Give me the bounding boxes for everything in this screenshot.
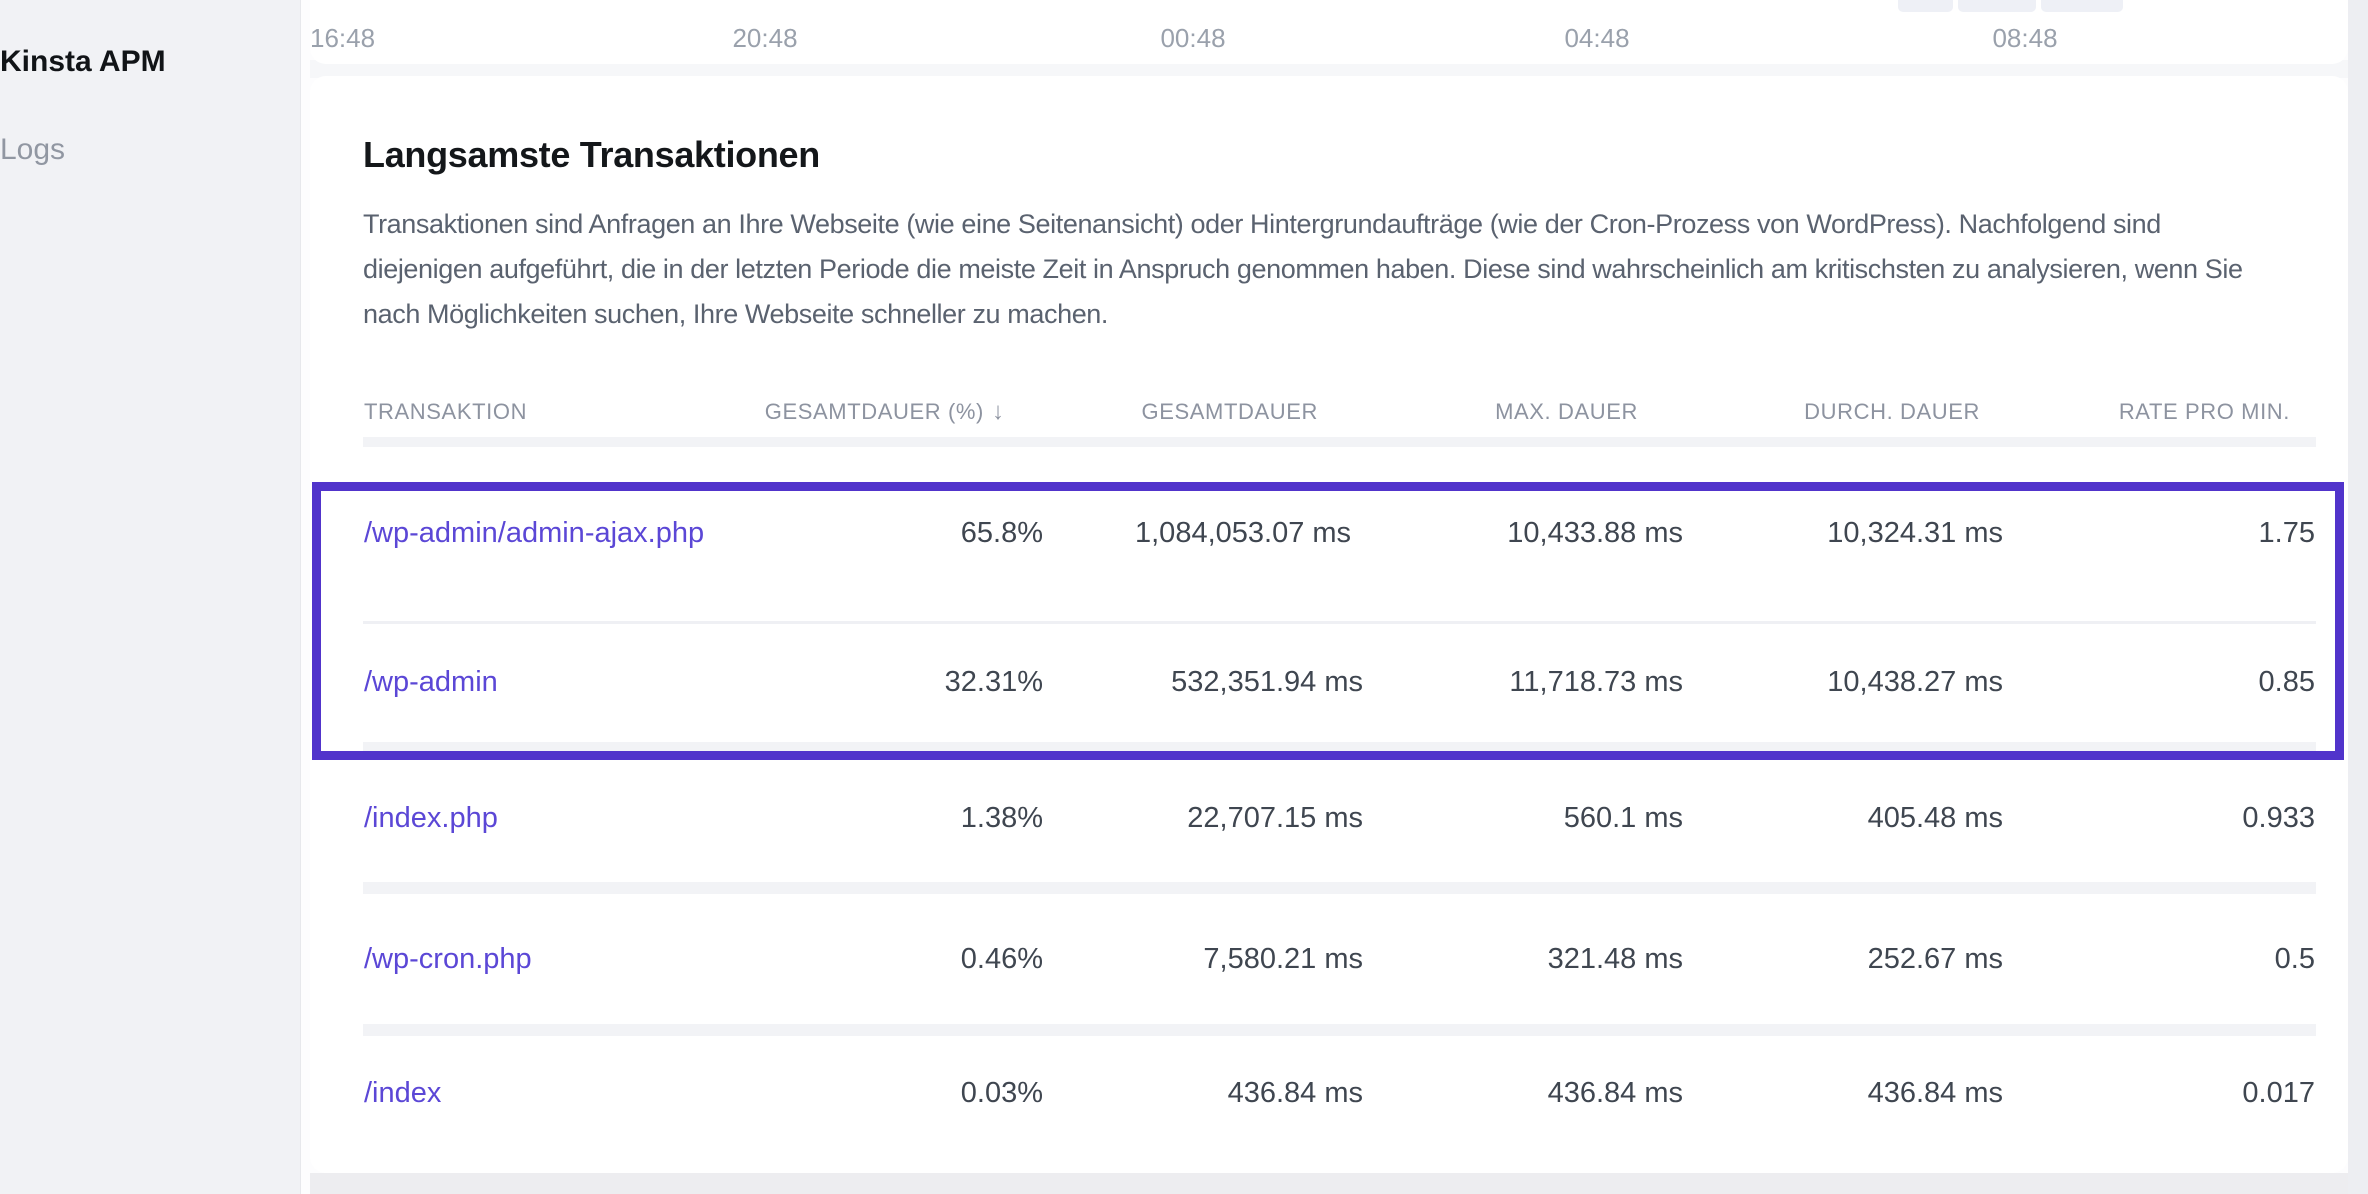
transaction-link[interactable]: /wp-admin — [364, 666, 498, 699]
bottom-cut-band — [310, 1173, 2348, 1194]
card-gap — [310, 60, 2348, 78]
rate-cell: 0.017 — [2242, 1076, 2315, 1109]
avg-duration-cell: 10,324.31 ms — [1827, 517, 2003, 550]
time-tick: 16:48 — [310, 23, 376, 53]
total-pct-cell: 32.31% — [944, 666, 1043, 699]
transaction-link[interactable]: /index.php — [364, 801, 498, 834]
avg-duration-cell: 252.67 ms — [1867, 942, 2003, 975]
time-tick: 20:48 — [732, 23, 798, 53]
section-description: Transaktionen sind Anfragen an Ihre Webs… — [363, 209, 2243, 329]
time-range-button[interactable] — [1898, 0, 1953, 12]
rate-cell: 0.85 — [2258, 666, 2315, 699]
total-pct-cell: 0.03% — [960, 1076, 1043, 1109]
col-header-rate[interactable]: RATE PRO MIN. — [2004, 387, 2316, 447]
transaction-link[interactable]: /wp-admin/admin-ajax.php — [364, 517, 705, 550]
table-header-row: TRANSAKTION GESAMTDAUER (%) ↓ GESAMTDAUER… — [363, 387, 2316, 447]
table-row: /wp-admin/admin-ajax.php 65.8% 1,084,053… — [363, 442, 2316, 622]
chart-card: 16:48 20:48 00:48 04:48 08:48 — [310, 0, 2348, 64]
sidebar-item-logs[interactable]: Logs — [0, 133, 66, 166]
max-duration-cell: 436.84 ms — [1547, 1076, 1683, 1109]
total-duration-cell: 1,084,053.07 ms — [1135, 517, 1352, 550]
time-range-button[interactable] — [1958, 0, 2036, 12]
total-pct-cell: 0.46% — [960, 942, 1043, 975]
col-header-max[interactable]: MAX. DAUER — [1364, 387, 1684, 447]
col-header-total-pct-label: GESAMTDAUER (%) — [764, 399, 984, 424]
max-duration-cell: 10,433.88 ms — [1507, 517, 1683, 550]
total-duration-cell: 436.84 ms — [1227, 1076, 1363, 1109]
main-content: 16:48 20:48 00:48 04:48 08:48 Langsamste… — [301, 0, 2368, 1194]
col-header-avg[interactable]: DURCH. DAUER — [1684, 387, 2004, 447]
time-tick: 00:48 — [1160, 23, 1226, 53]
time-tick: 04:48 — [1564, 23, 1630, 53]
transactions-table: TRANSAKTION GESAMTDAUER (%) ↓ GESAMTDAUER… — [363, 387, 2316, 1150]
max-duration-cell: 11,718.73 ms — [1509, 666, 1683, 699]
sidebar-item-kinsta-apm[interactable]: Kinsta APM — [0, 45, 166, 78]
time-range-button[interactable] — [2041, 0, 2123, 12]
avg-duration-cell: 436.84 ms — [1867, 1076, 2003, 1109]
table-row: /index.php 1.38% 22,707.15 ms 560.1 ms 4… — [363, 748, 2316, 888]
sidebar: Kinsta APM Logs — [0, 0, 301, 1194]
section-title: Langsamste Transaktionen — [363, 134, 820, 175]
total-duration-cell: 22,707.15 ms — [1187, 801, 1363, 834]
rate-cell: 0.933 — [2242, 801, 2315, 834]
avg-duration-cell: 405.48 ms — [1867, 801, 2003, 834]
table-row: /wp-admin 32.31% 532,351.94 ms 11,718.73… — [363, 622, 2316, 748]
total-pct-cell: 1.38% — [960, 801, 1043, 834]
col-header-transaction[interactable]: TRANSAKTION — [363, 387, 763, 447]
max-duration-cell: 560.1 ms — [1563, 801, 1683, 834]
col-header-total-pct[interactable]: GESAMTDAUER (%) ↓ — [763, 387, 1044, 447]
slowest-transactions-card: Langsamste Transaktionen Transaktionen s… — [310, 76, 2348, 1173]
sort-desc-icon: ↓ — [992, 398, 1004, 425]
table-row: /index 0.03% 436.84 ms 436.84 ms 436.84 … — [363, 1030, 2316, 1150]
rate-cell: 0.5 — [2274, 942, 2315, 975]
transaction-link[interactable]: /wp-cron.php — [364, 942, 532, 975]
rate-cell: 1.75 — [2258, 517, 2315, 550]
max-duration-cell: 321.48 ms — [1547, 942, 1683, 975]
table-row: /wp-cron.php 0.46% 7,580.21 ms 321.48 ms… — [363, 888, 2316, 1030]
total-duration-cell: 532,351.94 ms — [1171, 666, 1363, 699]
vertical-scrollbar[interactable] — [2348, 0, 2368, 1194]
transaction-link[interactable]: /index — [364, 1076, 442, 1109]
total-duration-cell: 7,580.21 ms — [1203, 942, 1363, 975]
col-header-total[interactable]: GESAMTDAUER — [1044, 387, 1364, 447]
time-tick: 08:48 — [1992, 23, 2058, 53]
total-pct-cell: 65.8% — [960, 517, 1043, 550]
avg-duration-cell: 10,438.27 ms — [1827, 666, 2003, 699]
